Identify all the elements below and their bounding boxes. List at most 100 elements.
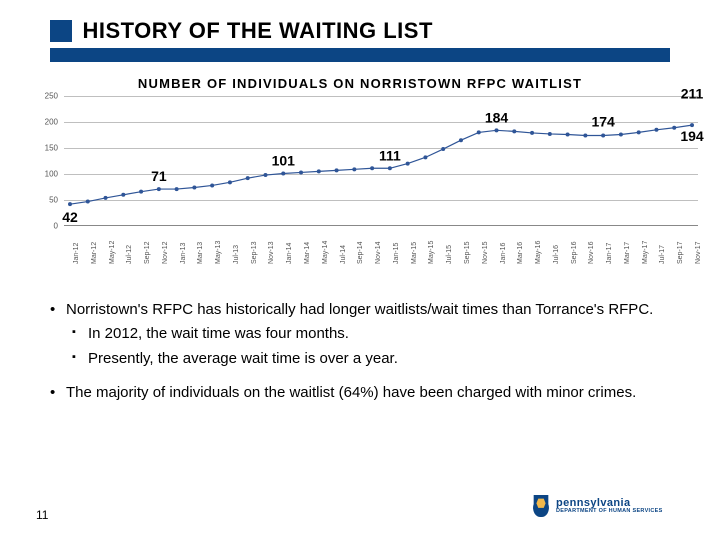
- data-marker: [601, 134, 605, 138]
- data-marker: [228, 180, 232, 184]
- data-marker: [512, 129, 516, 133]
- x-tick-label: Sep-13: [251, 241, 255, 264]
- x-tick-label: Jul-17: [659, 245, 663, 264]
- slide-root: HISTORY OF THE WAITING LIST NUMBER OF IN…: [0, 0, 720, 540]
- data-marker: [459, 138, 463, 142]
- data-marker: [654, 128, 658, 132]
- data-marker: [263, 173, 267, 177]
- data-label: 211: [681, 85, 704, 101]
- x-tick-label: Nov-14: [375, 241, 379, 264]
- data-marker: [583, 134, 587, 138]
- data-marker: [566, 132, 570, 136]
- bullet-list: Norristown's RFPC has historically had l…: [50, 300, 670, 407]
- page-title: HISTORY OF THE WAITING LIST: [82, 18, 432, 44]
- page-number: 11: [36, 508, 48, 522]
- series-line: [70, 125, 692, 204]
- data-marker: [86, 200, 90, 204]
- logo-subtext: DEPARTMENT OF HUMAN SERVICES: [556, 509, 663, 515]
- title-bar: [50, 48, 670, 62]
- x-tick-label: Jul-12: [126, 245, 130, 264]
- x-tick-label: Jan-13: [180, 243, 184, 264]
- y-tick-label: 200: [28, 118, 58, 127]
- x-tick-label: Nov-16: [588, 241, 592, 264]
- data-marker: [672, 126, 676, 130]
- data-marker: [637, 130, 641, 134]
- data-marker: [548, 132, 552, 136]
- x-tick-label: May-14: [322, 241, 326, 264]
- bullet-lvl1: The majority of individuals on the waitl…: [50, 383, 670, 403]
- data-label: 184: [485, 109, 509, 125]
- y-tick-label: 250: [28, 92, 58, 101]
- data-marker: [121, 193, 125, 197]
- data-marker: [406, 162, 410, 166]
- keystone-icon: [530, 493, 552, 519]
- x-tick-label: Jan-14: [286, 243, 290, 264]
- data-marker: [619, 132, 623, 136]
- data-marker: [495, 128, 499, 132]
- x-tick-label: May-13: [215, 241, 219, 264]
- x-axis-labels: Jan-12 Mar-12 May-12 Jul-12 Sep-12 Nov-12 Jan-…: [64, 228, 698, 268]
- x-tick-label: Mar-14: [304, 242, 308, 264]
- x-tick-label: Nov-12: [162, 241, 166, 264]
- data-marker: [441, 147, 445, 151]
- x-tick-label: Jul-13: [233, 245, 237, 264]
- data-marker: [352, 167, 356, 171]
- footer-logo: pennsylvania DEPARTMENT OF HUMAN SERVICE…: [530, 492, 680, 520]
- x-tick-label: Nov-13: [268, 241, 272, 264]
- data-label: 111: [379, 147, 401, 163]
- data-label: 174: [591, 114, 615, 130]
- x-tick-label: Sep-12: [144, 241, 148, 264]
- data-marker: [477, 130, 481, 134]
- data-label: 71: [151, 168, 167, 184]
- x-axis-line: [64, 225, 698, 226]
- data-marker: [175, 187, 179, 191]
- logo-text-block: pennsylvania DEPARTMENT OF HUMAN SERVICE…: [556, 498, 663, 515]
- x-tick-label: Jan-15: [393, 243, 397, 264]
- data-label: 194: [680, 128, 704, 144]
- x-tick-label: Jul-15: [446, 245, 450, 264]
- data-marker: [192, 186, 196, 190]
- x-tick-label: Mar-12: [91, 242, 95, 264]
- data-marker: [210, 183, 214, 187]
- data-marker: [388, 166, 392, 170]
- y-tick-label: 150: [28, 144, 58, 153]
- x-tick-label: Jul-16: [553, 245, 557, 264]
- x-tick-label: Mar-13: [197, 242, 201, 264]
- bullet-lvl2: Presently, the average wait time is over…: [50, 349, 670, 369]
- x-tick-label: Sep-14: [357, 241, 361, 264]
- title-square-icon: [50, 20, 72, 42]
- data-label: 101: [272, 152, 296, 168]
- data-marker: [690, 123, 694, 127]
- data-marker: [68, 202, 72, 206]
- data-marker: [104, 196, 108, 200]
- x-tick-label: Mar-15: [411, 242, 415, 264]
- bullet-lvl1: Norristown's RFPC has historically had l…: [50, 300, 670, 320]
- x-tick-label: Sep-16: [571, 241, 575, 264]
- x-tick-label: Nov-15: [482, 241, 486, 264]
- chart-title: NUMBER OF INDIVIDUALS ON NORRISTOWN RFPC…: [0, 76, 720, 91]
- bullet-lvl2: In 2012, the wait time was four months.: [50, 324, 670, 344]
- data-marker: [246, 176, 250, 180]
- data-marker: [423, 155, 427, 159]
- data-marker: [335, 168, 339, 172]
- x-tick-label: Sep-17: [677, 241, 681, 264]
- data-marker: [530, 131, 534, 135]
- x-tick-label: Jul-14: [340, 245, 344, 264]
- x-tick-label: Nov-17: [695, 241, 699, 264]
- y-tick-label: 100: [28, 170, 58, 179]
- data-marker: [281, 171, 285, 175]
- x-tick-label: Jan-12: [73, 243, 77, 264]
- line-chart-svg: 4271101111184174194211: [64, 96, 698, 226]
- x-tick-label: May-15: [428, 241, 432, 264]
- data-marker: [370, 166, 374, 170]
- data-marker: [157, 187, 161, 191]
- x-tick-label: Jan-17: [606, 243, 610, 264]
- x-tick-label: Sep-15: [464, 241, 468, 264]
- x-tick-label: May-17: [642, 241, 646, 264]
- x-tick-label: May-12: [109, 241, 113, 264]
- data-marker: [317, 169, 321, 173]
- y-tick-label: 50: [28, 196, 58, 205]
- x-tick-label: Mar-16: [517, 242, 521, 264]
- x-tick-label: Mar-17: [624, 242, 628, 264]
- chart-area: 050100150200250 4271101111184174194211 J…: [30, 96, 698, 246]
